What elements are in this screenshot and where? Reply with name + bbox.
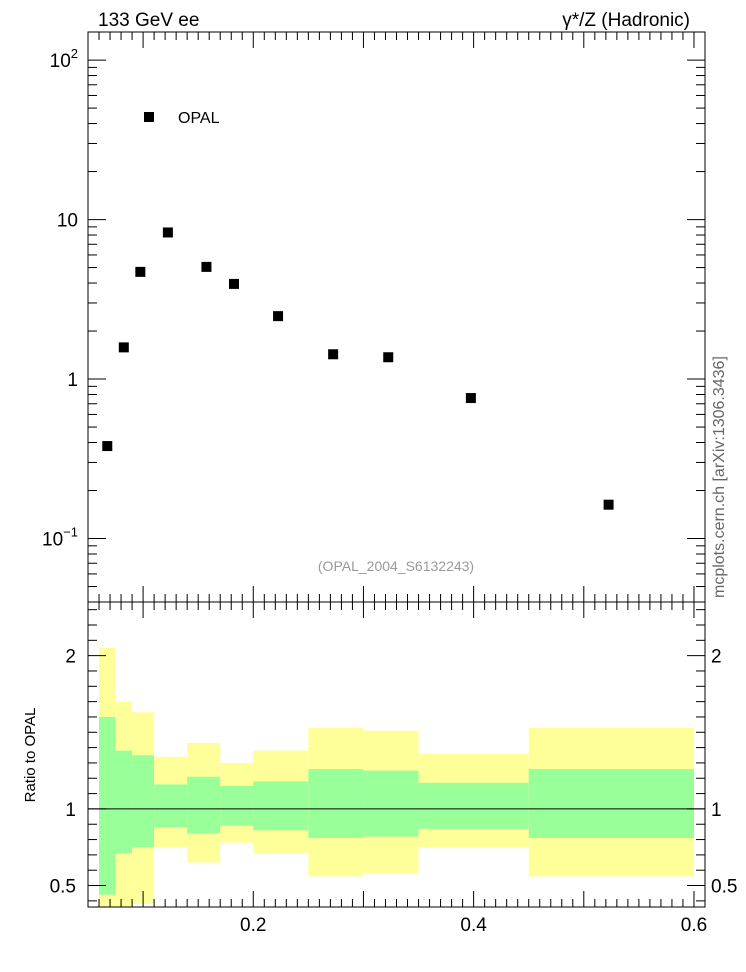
main-plot-panel: 10−1 1 10 102 OPAL (OPAL_2004_S6132243) [42,31,706,603]
ratio-inner-band [187,776,221,834]
ratio-inner-band [363,770,419,837]
data-points-opal [102,227,614,510]
x-tick-label: 0.6 [681,915,707,936]
ratio-inner-band [154,784,188,828]
data-point [465,393,476,404]
data-point [118,342,129,353]
header-right-label: γ*/Z (Hadronic) [562,10,690,31]
ratio-inner-band [115,750,133,854]
ratio-y-tick-labels: 0.5 0.5 1 1 2 2 [50,647,738,898]
data-point [328,349,339,360]
ratio-plot-panel: 0.5 0.5 1 1 2 2 0.2 0.4 0.6 Ratio to OPAL [22,601,738,936]
ratio-y-axis-label: Ratio to OPAL [22,708,39,803]
data-point [102,441,113,452]
data-point [603,499,614,510]
main-y-tick-label: 102 [50,46,78,72]
data-point [135,266,146,277]
legend-label-opal: OPAL [178,110,220,127]
side-credit-label: mcplots.cern.ch [arXiv:1306.3436] [711,356,728,598]
ratio-inner-band [253,781,309,831]
ratio-inner-band [132,755,155,848]
main-plot-ticks [87,32,706,603]
ratio-y-tick-label-left: 0.5 [50,877,76,898]
legend-marker-opal [144,112,154,122]
ratio-y-tick-label-right: 0.5 [711,877,737,898]
ratio-x-tick-labels: 0.2 0.4 0.6 [240,915,707,936]
ratio-y-tick-label-left: 1 [65,800,76,821]
main-y-tick-label: 1 [67,370,78,391]
ratio-inner-band [220,785,254,826]
ratio-y-tick-label-right: 1 [711,800,722,821]
analysis-id-watermark: (OPAL_2004_S6132243) [318,558,474,574]
ratio-inner-band [418,782,529,829]
ratio-y-tick-label-left: 2 [65,647,76,668]
main-y-tick-label: 10 [57,211,78,232]
ratio-inner-band [528,769,694,839]
ratio-plot-frame [87,601,706,908]
main-plot-y-tick-labels: 10−1 1 10 102 [42,46,78,550]
data-point [228,278,239,289]
ratio-y-tick-label-right: 2 [711,647,722,668]
ratio-inner-band [99,716,116,895]
data-point [162,227,173,238]
data-point [383,352,394,363]
x-tick-label: 0.2 [240,915,266,936]
main-y-tick-label: 10−1 [42,525,78,551]
x-tick-label: 0.4 [460,915,487,936]
ratio-inner-band [308,769,364,839]
header-left-label: 133 GeV ee [98,10,199,31]
data-point [201,261,212,272]
ratio-uncertainty-bands [99,647,694,907]
ratio-plot-ticks [87,602,706,907]
data-point [273,311,284,322]
